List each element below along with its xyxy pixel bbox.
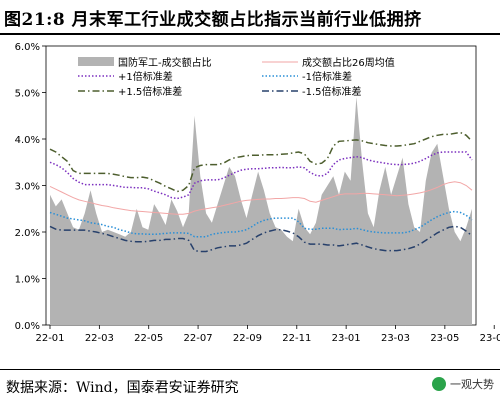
title-divider xyxy=(0,33,500,35)
x-tick-label: 23-07 xyxy=(480,333,500,344)
series-line-1 xyxy=(49,181,473,215)
x-tick-label: 22-09 xyxy=(233,333,262,344)
chart: 0.0% 1.0% 2.0% 3.0% 4.0% 5.0% 6.0% 22-01 22-03 22… xyxy=(15,42,500,344)
y-tick-label: 4.0% xyxy=(15,135,40,146)
x-tick-label: 22-07 xyxy=(184,333,213,344)
legend-label-4: +1.5倍标准差 xyxy=(118,85,182,98)
x-tick-label: 22-05 xyxy=(134,333,163,344)
title-bar: 图21:8 月末军工行业成交额占比指示当前行业低拥挤 xyxy=(0,0,500,35)
source-note: 数据来源：Wind，国泰君安证券研究 xyxy=(6,380,239,396)
chart-title: 图21:8 月末军工行业成交额占比指示当前行业低拥挤 xyxy=(4,10,422,30)
y-tick-label: 2.0% xyxy=(15,228,40,239)
legend-label-3: -1倍标准差 xyxy=(302,70,352,83)
y-tick-label: 1.0% xyxy=(15,275,40,286)
y-tick-label: 3.0% xyxy=(15,182,40,193)
y-tick-label: 0.0% xyxy=(15,321,40,332)
footer-divider xyxy=(0,369,500,370)
y-tick-label: 5.0% xyxy=(15,89,40,100)
x-tick-label: 22-11 xyxy=(282,333,311,344)
x-tick-label: 23-05 xyxy=(430,333,459,344)
x-tick-label: 23-03 xyxy=(381,333,410,344)
legend-swatch-0 xyxy=(78,57,114,66)
x-tick-label: 22-03 xyxy=(85,333,114,344)
brand-label: 一观大势 xyxy=(450,378,494,391)
legend-label-5: -1.5倍标准差 xyxy=(302,85,362,98)
legend-label-0: 国防军工-成交额占比 xyxy=(118,56,212,69)
legend-label-1: 成交额占比26周均值 xyxy=(302,56,395,69)
series-line-3 xyxy=(49,210,473,238)
brand-badge: 一观大势 xyxy=(432,376,494,392)
x-tick-label: 23-01 xyxy=(332,333,361,344)
series-line-2 xyxy=(49,151,473,200)
wechat-icon xyxy=(432,377,446,391)
x-tick-label: 22-01 xyxy=(35,333,64,344)
series-line-5 xyxy=(49,225,473,253)
y-tick-label: 6.0% xyxy=(15,42,40,53)
series-area-0 xyxy=(50,97,472,325)
legend-label-2: +1倍标准差 xyxy=(118,70,173,83)
